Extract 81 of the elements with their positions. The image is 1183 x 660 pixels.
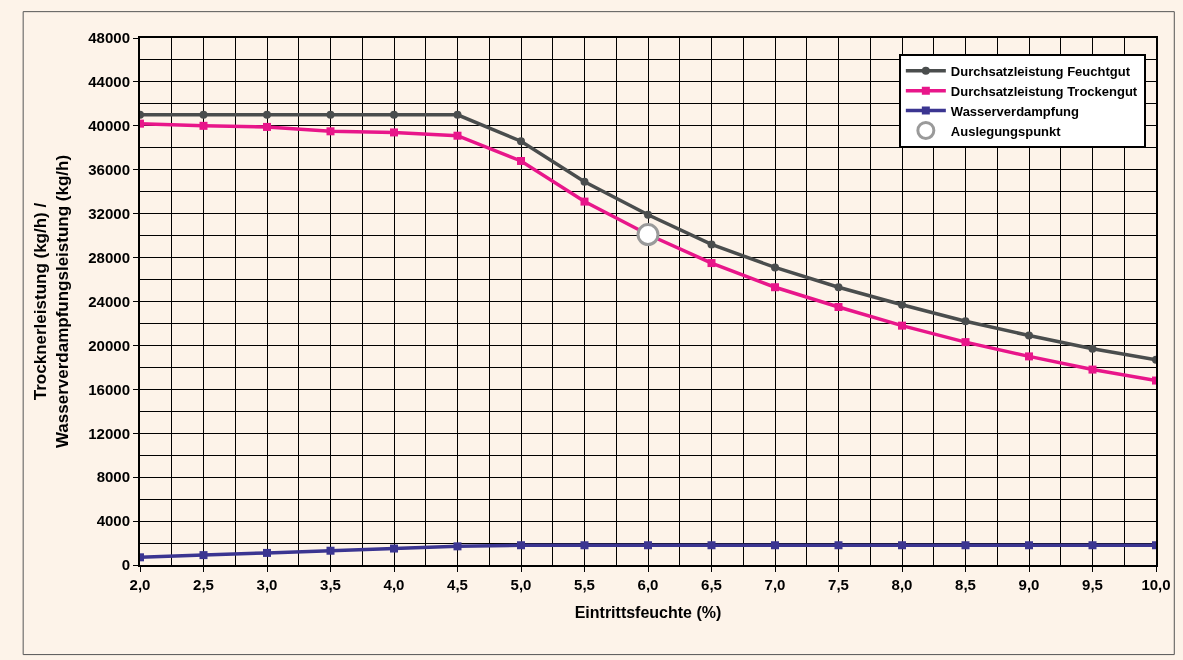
x-tick-label: 6,5	[701, 576, 722, 593]
point	[453, 110, 462, 119]
x-tick-label: 7,5	[828, 576, 849, 593]
point	[961, 541, 970, 550]
y-tick-label: 16000	[88, 380, 130, 398]
point	[1088, 365, 1097, 374]
point	[390, 544, 398, 553]
point	[961, 338, 970, 347]
legend-label: Durchsatzleistung Feuchtgut	[950, 63, 1131, 79]
x-tick-label: 5,0	[510, 576, 532, 593]
point	[636, 223, 660, 247]
x-tick-label: 4,0	[383, 576, 405, 593]
legend-label: Auslegungspunkt	[950, 123, 1062, 139]
x-tick-label: 2,5	[193, 576, 214, 593]
point	[707, 541, 716, 550]
y-tick-label: 28000	[88, 248, 130, 266]
x-tick-label: 6,0	[637, 576, 659, 593]
y-tick-label: 12000	[88, 424, 130, 442]
legend-label: Durchsatzleistung Trockengut	[950, 83, 1138, 99]
x-axis-title: Eintrittsfeuchte (%)	[574, 604, 722, 622]
point	[898, 300, 906, 309]
point	[517, 156, 525, 165]
point	[326, 546, 335, 555]
y-tick-label: 36000	[88, 161, 130, 178]
y-tick-label: 48000	[88, 29, 130, 47]
point	[644, 210, 652, 219]
x-tick-label: 2,0	[129, 576, 151, 593]
point	[199, 110, 208, 119]
point	[453, 131, 462, 140]
y-tick-label: 0	[121, 556, 130, 574]
point	[199, 121, 208, 130]
point	[580, 177, 589, 186]
point	[707, 240, 716, 249]
point	[263, 548, 271, 557]
x-tick-label: 5,5	[574, 576, 595, 593]
point	[326, 110, 335, 119]
x-tick-label: 9,0	[1018, 576, 1040, 593]
point	[199, 551, 208, 560]
point	[517, 137, 525, 146]
point	[1025, 541, 1033, 550]
point	[644, 541, 652, 550]
x-tick-label: 8,0	[891, 576, 913, 593]
point	[390, 128, 398, 137]
point	[1088, 344, 1097, 353]
point	[898, 321, 906, 330]
y-tick-label: 40000	[88, 117, 130, 135]
point	[263, 122, 271, 131]
point	[771, 263, 779, 272]
point	[834, 302, 843, 311]
legend-label: Wasserverdampfung	[950, 103, 1080, 119]
y-tick-label: 44000	[88, 73, 130, 91]
point	[1025, 331, 1033, 340]
point	[771, 283, 779, 292]
y-tick-label: 32000	[88, 204, 130, 222]
point	[961, 317, 970, 326]
point	[1025, 352, 1033, 361]
point	[834, 541, 843, 550]
x-tick-label: 3,0	[256, 576, 278, 593]
point	[834, 283, 843, 292]
point	[326, 127, 335, 136]
point	[390, 110, 398, 119]
point	[707, 259, 716, 268]
point	[453, 542, 462, 551]
x-tick-label: 4,5	[447, 576, 468, 593]
point	[517, 541, 525, 550]
point	[898, 541, 906, 550]
y-tick-label: 8000	[96, 468, 130, 486]
y-tick-label: 20000	[88, 336, 130, 354]
y-axis-title: Trocknerleistung (kg/h) / Wasserverdampfungsleistung (kg/h)	[31, 154, 73, 449]
x-tick-label: 8,5	[955, 576, 976, 593]
y-tick-label: 24000	[88, 292, 130, 310]
x-tick-label: 9,5	[1082, 576, 1103, 593]
x-tick-label: 10,0	[1141, 576, 1171, 593]
x-tick-label: 3,5	[320, 576, 341, 593]
point	[771, 541, 779, 550]
point	[263, 110, 271, 119]
point	[1088, 541, 1097, 550]
y-tick-label: 4000	[96, 512, 130, 530]
x-tick-label: 7,0	[764, 576, 786, 593]
point	[580, 197, 589, 206]
point	[580, 541, 589, 550]
